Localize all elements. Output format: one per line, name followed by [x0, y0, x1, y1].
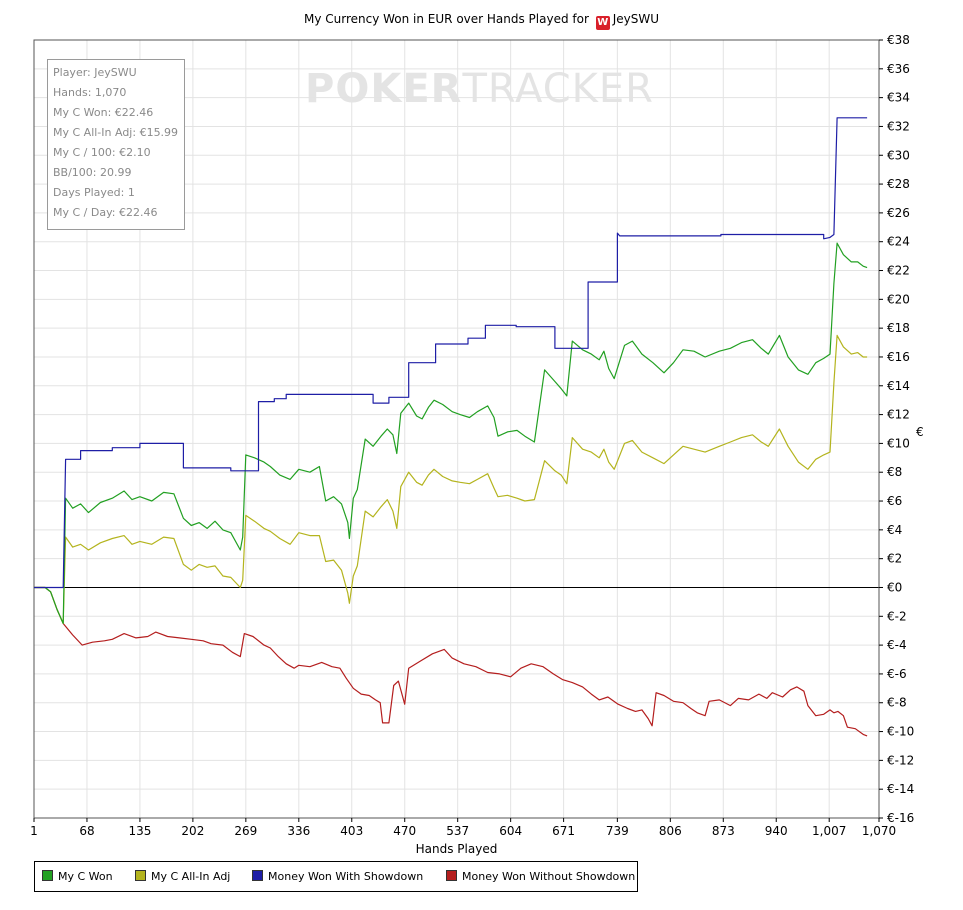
y-tick-label: €32	[887, 119, 910, 133]
y-tick-label: €18	[887, 321, 910, 335]
stat-bb-100: BB/100: 20.99	[53, 166, 132, 179]
y-tick-label: €4	[887, 523, 902, 537]
series-line-0	[34, 242, 868, 625]
watermark-part1: POKER	[305, 66, 463, 112]
x-tick-label: 537	[446, 824, 469, 838]
series-line-3	[34, 586, 868, 737]
y-tick-label: €26	[887, 206, 910, 220]
y-tick-label: €-6	[887, 667, 907, 681]
y-tick-label: €-12	[887, 753, 914, 767]
legend-swatch	[252, 870, 263, 881]
legend-label: My C All-In Adj	[151, 870, 231, 883]
x-tick-label: 269	[234, 824, 257, 838]
legend-swatch	[446, 870, 457, 881]
y-axis-title: €	[916, 425, 924, 439]
y-tick-label: €-2	[887, 609, 907, 623]
x-tick-label: 604	[499, 824, 522, 838]
y-tick-label: €-8	[887, 696, 907, 710]
stat-hands: Hands: 1,070	[53, 86, 127, 99]
x-axis-title: Hands Played	[415, 842, 498, 856]
y-tick-label: €2	[887, 552, 902, 566]
x-tick-label: 739	[606, 824, 629, 838]
pokerstars-logo-icon: W	[595, 16, 610, 30]
x-tick-label: 403	[340, 824, 363, 838]
y-tick-label: €34	[887, 91, 910, 105]
y-tick-label: €24	[887, 235, 910, 249]
stats-box: Player: JeySWU Hands: 1,070 My C Won: €2…	[47, 59, 185, 230]
stat-my-c-won: My C Won: €22.46	[53, 106, 154, 119]
stat-days-played: Days Played: 1	[53, 186, 135, 199]
legend-label: Money Won Without Showdown	[462, 870, 636, 883]
y-tick-label: €-16	[887, 811, 914, 825]
stat-per-day: My C / Day: €22.46	[53, 206, 158, 219]
y-tick-label: €-4	[887, 638, 907, 652]
x-tick-label: 806	[659, 824, 682, 838]
series-line-1	[34, 334, 868, 625]
legend-label: Money Won With Showdown	[268, 870, 424, 883]
x-tick-label: 68	[79, 824, 94, 838]
x-tick-label: 1	[30, 824, 38, 838]
y-tick-label: €22	[887, 264, 910, 278]
y-tick-label: €14	[887, 379, 910, 393]
series-line-2	[34, 117, 868, 589]
x-tick-label: 1,007	[812, 824, 846, 838]
stat-all-in-adj: My C All-In Adj: €15.99	[53, 126, 179, 139]
y-tick-label: €-14	[887, 782, 914, 796]
legend-item-all-in-adj[interactable]: My C All-In Adj	[135, 870, 230, 883]
plot-frame	[33, 39, 880, 819]
chart-title: My Currency Won in EUR over Hands Played…	[0, 12, 963, 30]
chart-title-text: My Currency Won in EUR over Hands Played…	[303, 12, 589, 26]
x-tick-label: 940	[765, 824, 788, 838]
legend-swatch	[135, 870, 146, 881]
y-tick-label: €28	[887, 177, 910, 191]
y-tick-label: €0	[887, 580, 902, 594]
y-tick-label: €12	[887, 408, 910, 422]
y-tick-label: €30	[887, 148, 910, 162]
x-tick-label: 336	[287, 824, 310, 838]
chart-title-player: JeySWU	[612, 12, 660, 26]
x-tick-label: 1,070	[862, 824, 896, 838]
watermark-part2: TRACKER	[462, 66, 654, 112]
y-tick-label: €10	[887, 436, 910, 450]
y-tick-label: €36	[887, 62, 910, 76]
legend-item-with-showdown[interactable]: Money Won With Showdown	[252, 870, 423, 883]
y-tick-label: €6	[887, 494, 902, 508]
legend-label: My C Won	[58, 870, 113, 883]
x-tick-label: 202	[181, 824, 204, 838]
legend-swatch	[42, 870, 53, 881]
x-tick-label: 873	[712, 824, 735, 838]
stat-per-100: My C / 100: €2.10	[53, 146, 151, 159]
legend-item-my-c-won[interactable]: My C Won	[42, 870, 113, 883]
stat-player: Player: JeySWU	[53, 66, 137, 79]
pokertracker-watermark: POKERTRACKER	[305, 66, 654, 112]
legend: My C Won My C All-In Adj Money Won With …	[34, 861, 638, 892]
y-tick-label: €20	[887, 292, 910, 306]
x-tick-label: 671	[552, 824, 575, 838]
x-tick-label: 470	[393, 824, 416, 838]
y-tick-label: €-10	[887, 725, 914, 739]
y-tick-label: €8	[887, 465, 902, 479]
y-tick-label: €16	[887, 350, 910, 364]
legend-item-without-showdown[interactable]: Money Won Without Showdown	[446, 870, 635, 883]
x-tick-label: 135	[128, 824, 151, 838]
y-tick-label: €38	[887, 33, 910, 47]
